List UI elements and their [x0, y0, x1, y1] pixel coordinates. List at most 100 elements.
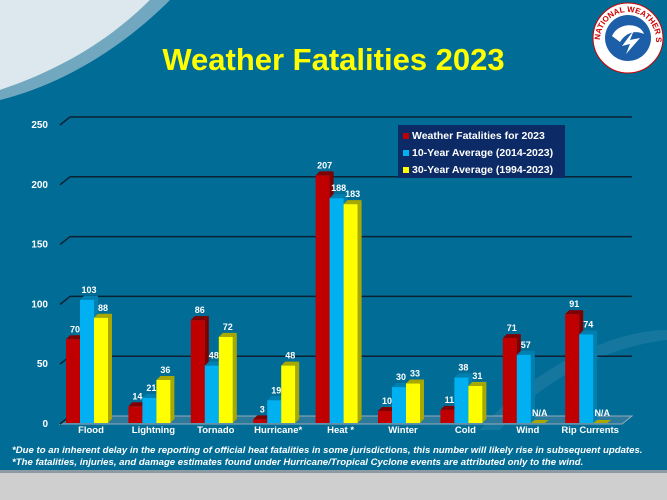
bar-top	[142, 393, 161, 398]
y-tick-label: 50	[37, 359, 49, 370]
data-label: N/A	[532, 408, 548, 418]
bar-top	[281, 361, 300, 366]
bar	[516, 354, 531, 423]
bar-top	[218, 332, 237, 337]
bar-2	[343, 200, 362, 423]
bar-2	[593, 420, 612, 423]
bar	[66, 339, 80, 423]
bar	[128, 406, 143, 423]
bar-2	[94, 313, 112, 423]
data-label: 207	[317, 160, 332, 170]
bar-1	[516, 350, 535, 423]
data-label: 36	[160, 365, 170, 375]
legend: Weather Fatalities for 2023 10-Year Aver…	[398, 125, 565, 178]
bar-top	[378, 407, 396, 412]
bar-top	[267, 396, 286, 401]
bar	[502, 338, 517, 423]
bar-top	[468, 381, 487, 386]
bar	[406, 383, 420, 423]
x-tick-label: Heat *	[327, 425, 354, 436]
bar-top	[454, 373, 473, 378]
legend-swatch	[403, 149, 409, 156]
gridline-edge	[59, 116, 71, 126]
bar-side	[357, 200, 362, 423]
legend-item-30yr: 30-Year Average (1994-2023)	[398, 161, 565, 178]
bar	[80, 299, 94, 423]
bar-top	[343, 200, 362, 205]
bar-top	[406, 379, 424, 384]
bar-empty	[530, 420, 549, 423]
bar-2	[218, 332, 237, 423]
data-label: 3	[260, 404, 265, 414]
bar-top	[128, 402, 147, 407]
data-label: 11	[445, 395, 455, 405]
bar	[454, 377, 469, 423]
footnote-hurricane: *The fatalities, injuries, and damage es…	[12, 457, 584, 468]
data-label: 103	[81, 285, 96, 295]
data-label: 71	[507, 323, 517, 333]
bar-top	[204, 361, 223, 366]
bar	[329, 198, 344, 423]
data-label: 183	[345, 189, 360, 199]
bar-2	[530, 420, 549, 423]
bar	[94, 317, 108, 423]
data-label: 14	[132, 391, 142, 401]
gridline-edge	[59, 236, 71, 246]
bar-top	[579, 330, 598, 335]
bar	[190, 320, 205, 423]
x-tick-label: Hurricane*	[254, 425, 302, 436]
data-label: 31	[472, 371, 482, 381]
bar	[468, 385, 483, 423]
data-label: 21	[146, 383, 156, 393]
x-tick-label: Wind	[516, 425, 539, 436]
data-label: 188	[331, 183, 346, 193]
y-tick-label: 150	[31, 240, 48, 251]
bar	[343, 204, 358, 423]
x-tick-label: Lightning	[132, 425, 175, 436]
bar-2	[281, 361, 300, 423]
bar-top	[190, 316, 209, 321]
data-label: 86	[195, 305, 205, 315]
bar-top	[329, 194, 348, 199]
bar	[392, 387, 406, 423]
bar-side	[295, 361, 300, 423]
legend-label: Weather Fatalities for 2023	[412, 129, 545, 142]
bar	[565, 314, 580, 423]
bar-top	[315, 171, 334, 176]
data-label: 48	[285, 351, 295, 361]
data-label: 57	[521, 340, 531, 350]
bar-side	[593, 330, 598, 423]
gridline-edge	[59, 176, 71, 186]
data-label: 19	[271, 385, 281, 395]
bar-top	[502, 334, 521, 339]
bar	[315, 175, 330, 423]
gridline-edge	[59, 295, 71, 305]
bar-side	[530, 350, 535, 423]
bar	[378, 411, 392, 423]
data-label: 70	[70, 324, 80, 334]
legend-label: 10-Year Average (2014-2023)	[412, 146, 554, 159]
data-label: 10	[382, 396, 392, 406]
data-label: 72	[223, 322, 233, 332]
bar	[204, 365, 219, 423]
bar-top	[156, 375, 175, 380]
bar-top	[80, 295, 98, 300]
data-label: 30	[396, 372, 406, 382]
bar-2	[406, 379, 424, 423]
y-tick-label: 0	[42, 419, 48, 430]
bar-top	[516, 350, 535, 355]
bar	[218, 336, 233, 423]
legend-swatch	[403, 132, 409, 139]
bar-top	[94, 313, 112, 318]
bar-top	[440, 405, 459, 410]
bar	[579, 334, 594, 423]
bar-empty	[593, 420, 612, 423]
legend-swatch	[403, 166, 409, 173]
bar-side	[108, 313, 112, 423]
legend-item-2023: Weather Fatalities for 2023	[398, 127, 565, 144]
bar-0	[128, 402, 147, 423]
bar	[267, 400, 282, 423]
y-tick-label: 200	[31, 180, 48, 191]
bar	[142, 397, 157, 423]
x-tick-label: Winter	[388, 425, 418, 436]
